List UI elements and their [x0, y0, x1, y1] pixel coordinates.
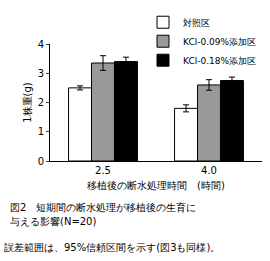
svg-text:3: 3: [38, 68, 44, 79]
svg-text:KCl-0.18%添加区: KCl-0.18%添加区: [183, 56, 256, 66]
svg-text:KCl-0.09%添加区: KCl-0.09%添加区: [183, 37, 256, 47]
svg-text:4.0: 4.0: [201, 165, 217, 176]
svg-text:2.5: 2.5: [95, 165, 111, 176]
svg-text:図2 短期間の断水処理が移植後の生育に: 図2 短期間の断水処理が移植後の生育に: [10, 202, 196, 213]
svg-text:4: 4: [38, 39, 44, 50]
svg-text:1株重(g): 1株重(g): [22, 82, 33, 123]
svg-text:与える影響(N=20): 与える影響(N=20): [10, 216, 96, 227]
svg-text:誤差範囲は、95%信頼区間を示す(図3も同様)。: 誤差範囲は、95%信頼区間を示す(図3も同様)。: [4, 242, 220, 253]
svg-text:2: 2: [38, 97, 44, 108]
svg-text:0: 0: [38, 156, 44, 167]
svg-text:移植後の断水処理時間 (時間): 移植後の断水処理時間 (時間): [87, 180, 225, 191]
svg-text:1: 1: [38, 126, 44, 137]
svg-text:対照区: 対照区: [183, 18, 210, 28]
